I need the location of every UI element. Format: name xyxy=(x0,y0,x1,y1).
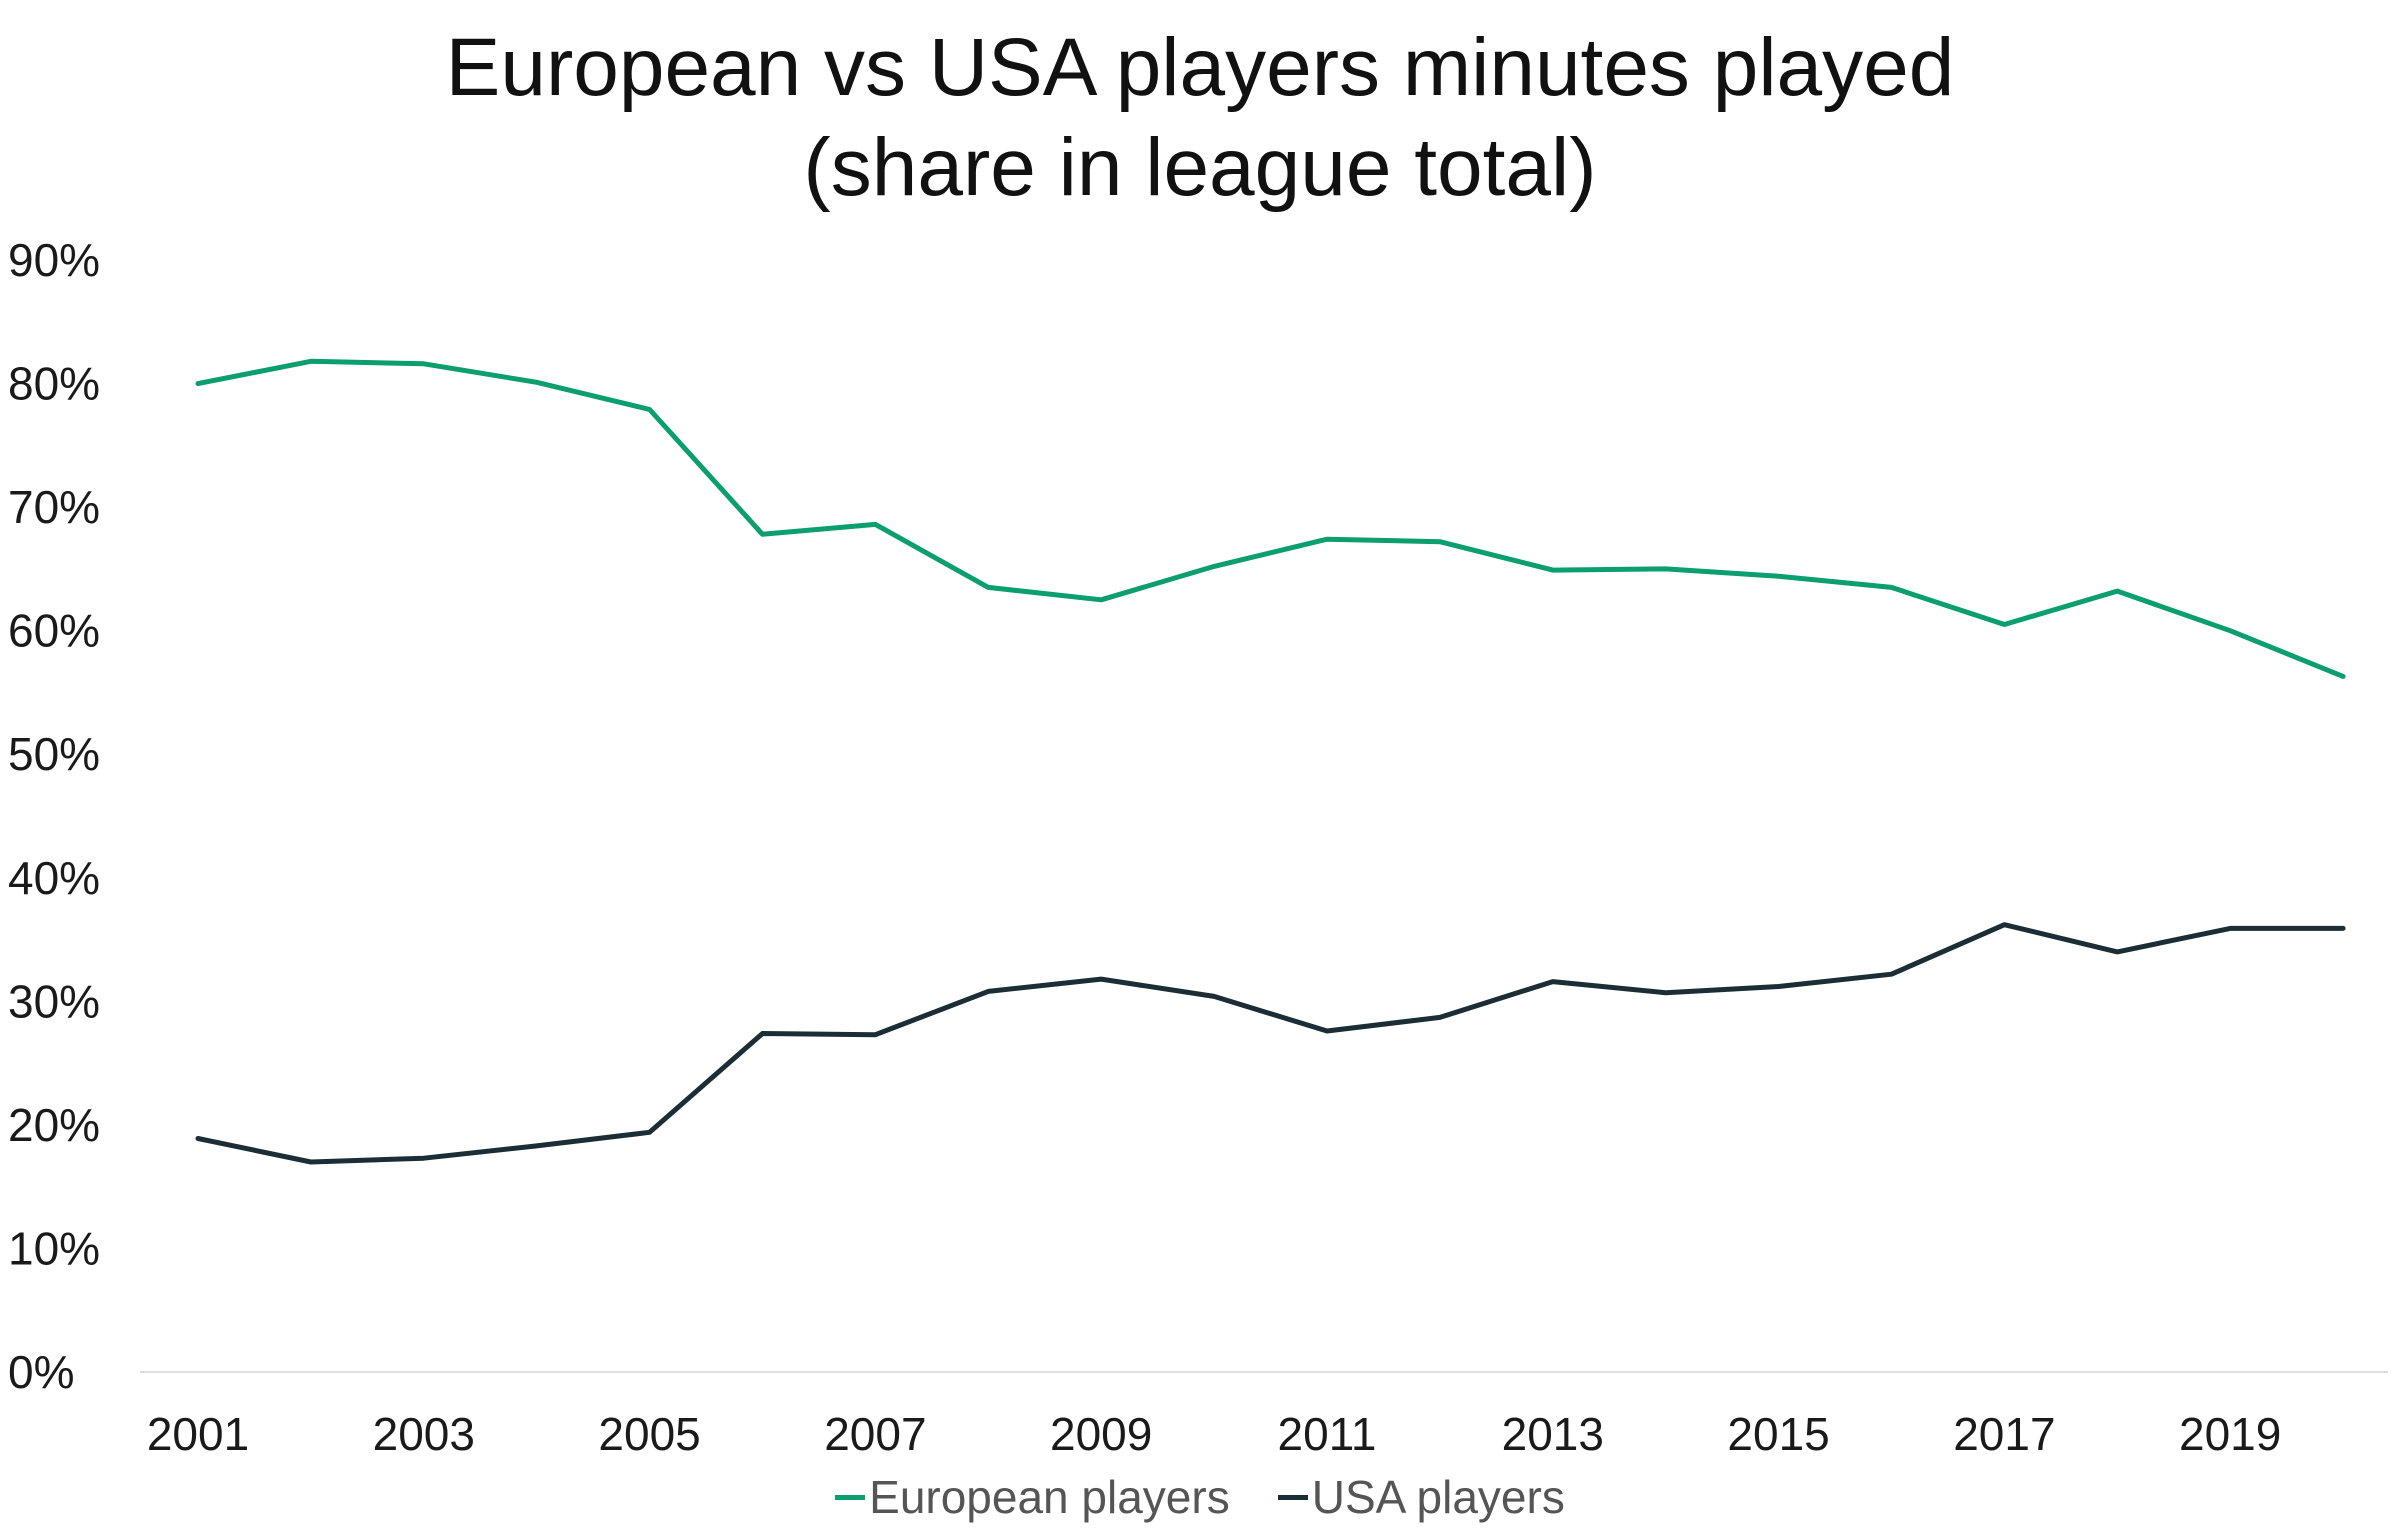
x-tick-label: 2009 xyxy=(1050,1408,1152,1460)
x-axis-tick-labels: 2001 2003 2005 2007 2009 2011 2013 2015 2017 2019 xyxy=(147,1408,2282,1460)
legend-item-european: European players xyxy=(835,1470,1230,1524)
y-tick-label: 50% xyxy=(8,728,100,780)
y-tick-label: 10% xyxy=(8,1222,100,1274)
x-tick-label: 2003 xyxy=(373,1408,475,1460)
chart-title: European vs USA players minutes played (… xyxy=(0,18,2400,218)
y-axis-tick-labels: 0% 10% 20% 30% 40% 50% 60% 70% 80% 90% xyxy=(8,234,100,1398)
legend-item-usa: USA players xyxy=(1277,1470,1565,1524)
series-line-european xyxy=(195,358,2346,679)
legend-label: USA players xyxy=(1311,1471,1565,1523)
legend-swatch xyxy=(835,1494,866,1500)
y-tick-label: 0% xyxy=(8,1346,74,1398)
y-tick-label: 80% xyxy=(8,358,100,410)
x-tick-label: 2007 xyxy=(824,1408,926,1460)
x-tick-label: 2001 xyxy=(147,1408,249,1460)
x-tick-label: 2017 xyxy=(1953,1408,2055,1460)
y-tick-label: 70% xyxy=(8,481,100,533)
y-tick-label: 20% xyxy=(8,1099,100,1151)
y-tick-label: 90% xyxy=(8,234,100,286)
y-tick-label: 30% xyxy=(8,975,100,1027)
y-tick-label: 40% xyxy=(8,852,100,904)
legend: European players USA players xyxy=(0,1470,2400,1524)
y-tick-label: 60% xyxy=(8,605,100,657)
chart-title-line-1: European vs USA players minutes played xyxy=(445,22,1955,113)
x-tick-label: 2013 xyxy=(1502,1408,1604,1460)
x-tick-label: 2019 xyxy=(2179,1408,2281,1460)
legend-swatch xyxy=(1277,1494,1308,1500)
series-lines xyxy=(195,358,2346,1165)
legend-label: European players xyxy=(869,1471,1230,1523)
x-tick-label: 2005 xyxy=(598,1408,700,1460)
chart-title-line-2: (share in league total) xyxy=(803,122,1597,213)
x-tick-label: 2011 xyxy=(1278,1408,1377,1460)
series-line-usa xyxy=(195,922,2346,1165)
x-tick-label: 2015 xyxy=(1727,1408,1829,1460)
